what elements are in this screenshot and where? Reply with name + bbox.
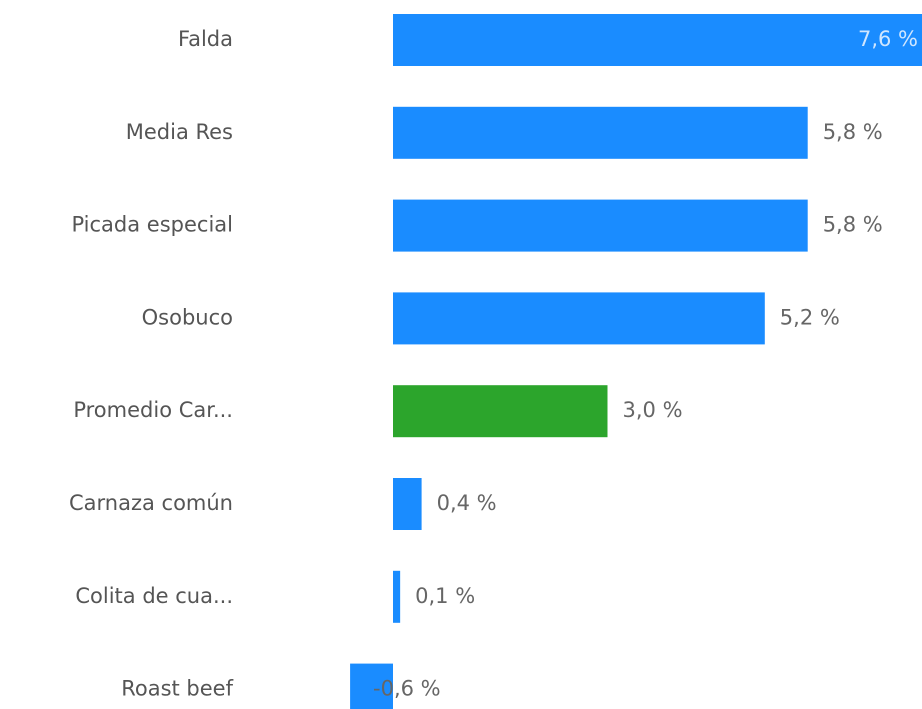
category-label: Picada especial [71, 213, 233, 237]
bar [393, 106, 808, 159]
category-label: Osobuco [142, 305, 233, 329]
category-label: Roast beef [121, 677, 233, 701]
bar [393, 14, 922, 66]
bar [393, 292, 765, 345]
value-label: 5,8 % [823, 120, 883, 144]
bar [350, 663, 393, 709]
value-label: -0,6 % [373, 677, 441, 701]
bar [393, 570, 401, 623]
value-label: 0,4 % [437, 491, 497, 515]
value-label: 7,6 % [858, 27, 918, 51]
value-label: 5,2 % [780, 305, 840, 329]
bar [393, 199, 808, 252]
bar [393, 385, 608, 438]
value-label: 0,1 % [415, 584, 475, 608]
category-label: Promedio Car... [73, 398, 233, 422]
category-label: Media Res [126, 120, 233, 144]
category-label: Carnaza común [69, 491, 233, 515]
value-label: 3,0 % [623, 398, 683, 422]
value-label: 5,8 % [823, 213, 883, 237]
category-label: Falda [178, 27, 233, 51]
category-label: Colita de cua... [75, 584, 233, 608]
bar [393, 478, 422, 530]
